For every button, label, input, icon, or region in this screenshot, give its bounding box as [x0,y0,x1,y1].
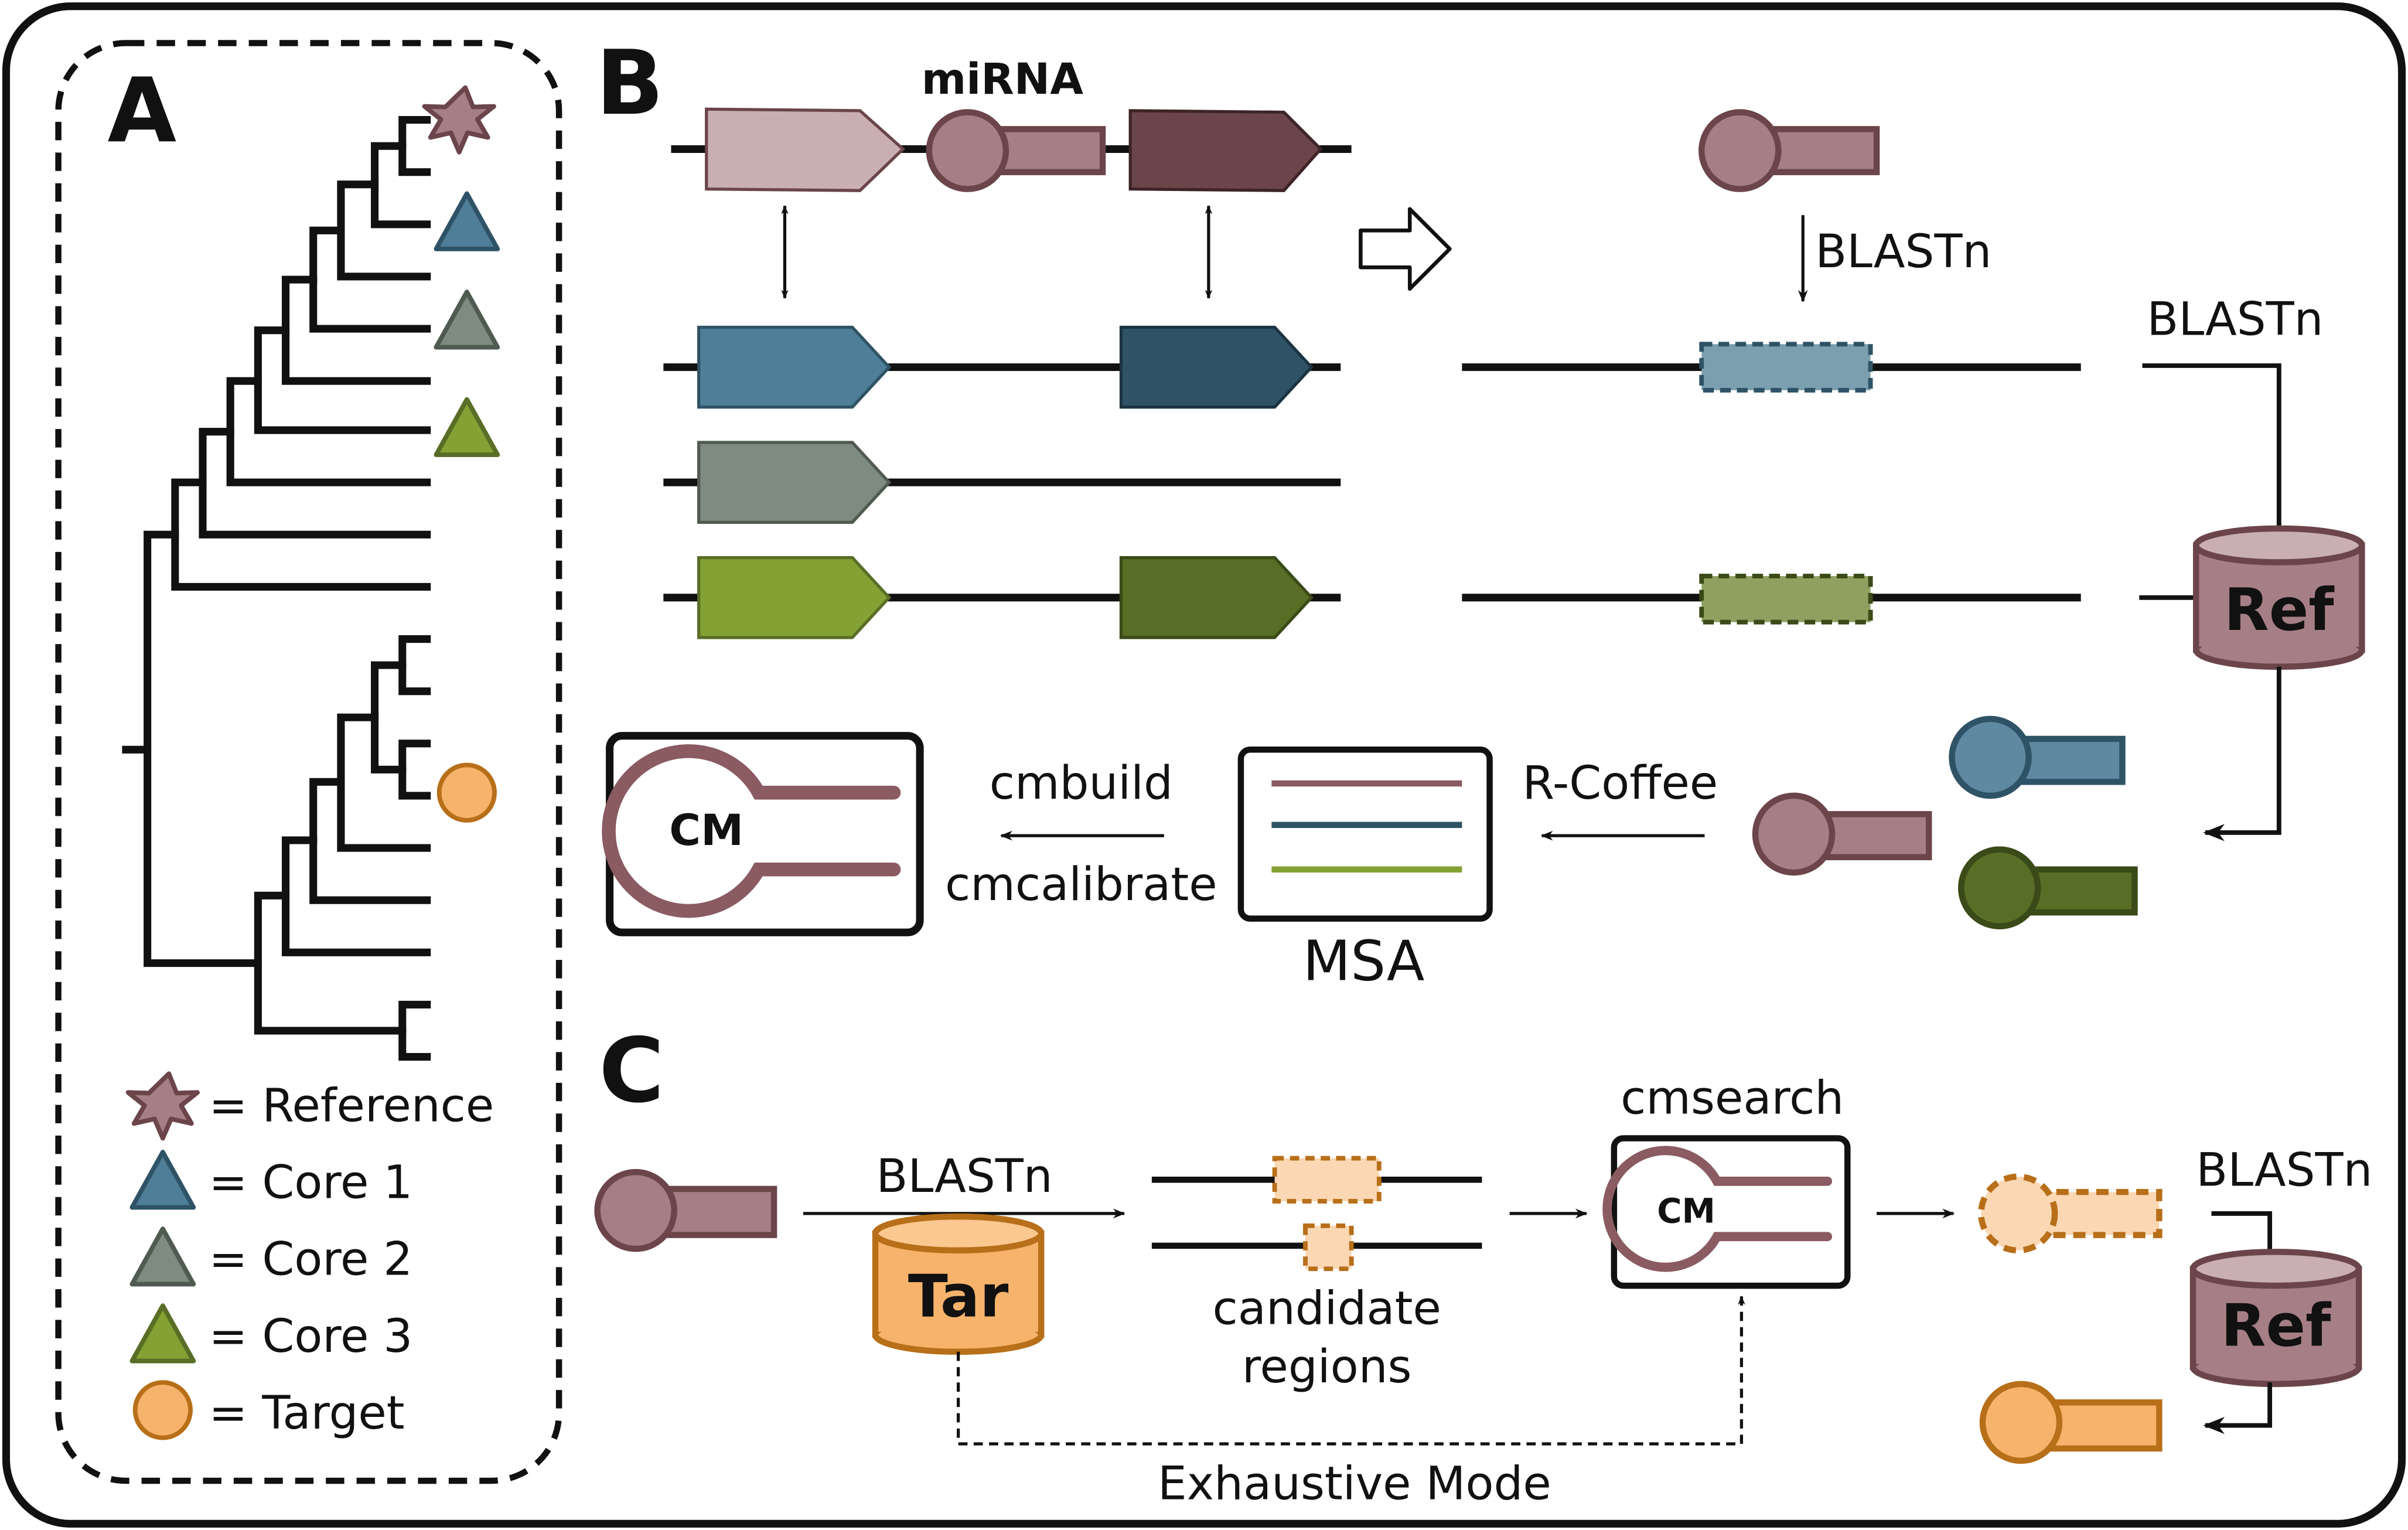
candidate-region-1 [1272,1156,1382,1204]
legend-reference-label: = Reference [209,1079,494,1133]
core2-triangle-icon [434,289,500,350]
core3-gene-right [1119,556,1314,639]
msa-label: MSA [1303,929,1425,993]
ref-database-c-label: Ref [2221,1292,2332,1359]
tar-database-icon [872,1213,1045,1355]
panel-a-dashed-box [55,40,562,1484]
candidate-label-line1: candidate [1213,1282,1441,1335]
reference-mirna-query-icon [1698,109,1880,192]
core3-gene-left [697,556,892,639]
cm-label: CM [669,806,743,856]
tar-database-label: Tar [908,1263,1008,1331]
blastn-c-label: BLASTn [876,1149,1053,1203]
exhaustive-mode-path [956,1295,1745,1446]
core3-hit-dashed-box [1699,574,1873,625]
panel-c: C BLASTn Tar candidate regions cmsearch … [594,1019,2372,1510]
legend-core3-triangle-icon [129,1303,196,1364]
exhaustive-mode-label: Exhaustive Mode [1158,1456,1551,1510]
phylogenetic-tree [122,116,431,1061]
cmbuild-label: cmbuild [990,756,1173,810]
cmsearch-cm-box [1611,1135,1851,1289]
mirna-label: miRNA [922,54,1084,104]
panel-b-label: B [596,31,664,135]
msa-box [1237,747,1493,922]
cmcalibrate-label: cmcalibrate [945,857,1217,911]
core1-gene-right [1119,325,1314,409]
core3-hairpin-icon [1957,846,2138,929]
candidate-region-2 [1303,1223,1354,1272]
reference-gene-right [1128,109,1323,192]
hollow-arrow-icon [1359,207,1452,291]
ref-database-c-icon [2189,1249,2362,1388]
cmsearch-label: cmsearch [1621,1071,1844,1125]
legend-core2-triangle-icon [129,1226,196,1287]
candidate-hairpin-icon [1978,1173,2163,1254]
legend-core2-label: = Core 2 [209,1232,412,1286]
blastn-top-label: BLASTn [1815,224,1991,278]
query-mirna-hairpin-icon [594,1168,777,1252]
legend-reference-star-icon [125,1071,200,1141]
target-hairpin-icon [1979,1381,2163,1464]
blastn-right-label: BLASTn [2147,292,2323,346]
core1-hit-dashed-box [1699,342,1873,393]
cm-hairpin-icon [602,744,901,918]
blastn-c-right-label: BLASTn [2196,1143,2372,1197]
reference-hairpin-icon [1752,792,1932,876]
legend-core3-label: = Core 3 [209,1309,412,1363]
panel-c-label: C [599,1019,664,1123]
panel-b: B miRNA BLASTn [596,31,2365,993]
candidate-label-line2: regions [1242,1340,1412,1393]
blastn-right-connector [2142,363,2281,530]
core1-gene-left [697,325,892,409]
panel-a-label: A [107,59,176,162]
ref-to-hairpins-arrow [2203,666,2281,841]
target-circle-icon [436,762,497,823]
rcoffee-label: R-Coffee [1522,756,1718,810]
panel-a: A [55,40,562,1484]
cmsearch-hairpin-icon [1602,1146,1833,1272]
core1-triangle-icon [434,191,500,251]
ref-database-label: Ref [2224,577,2335,644]
blastn-c-right-connector [2211,1211,2273,1254]
reference-gene-left [705,107,906,192]
ref-to-target-arrow [2203,1382,2273,1434]
ref-database-icon [2193,525,2365,670]
reference-star-icon [422,85,496,155]
legend-target-circle-icon [132,1380,193,1440]
legend-target-label: = Target [209,1386,404,1440]
cmsearch-cm-label: CM [1657,1191,1715,1231]
core1-hairpin-icon [1949,715,2126,799]
legend-core1-triangle-icon [129,1150,196,1210]
core3-triangle-icon [434,397,500,457]
core2-gene-left [697,441,892,524]
legend-core1-label: = Core 1 [209,1156,412,1209]
reference-mirna-hairpin-icon [926,109,1106,192]
legend: = Reference = Core 1 = Core 2 = Core 3 =… [125,1071,494,1440]
